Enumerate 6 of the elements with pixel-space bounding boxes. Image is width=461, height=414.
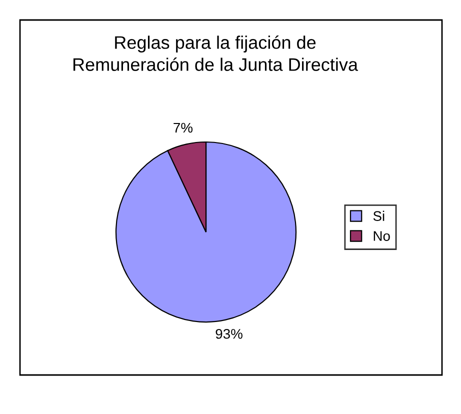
legend-label: Si	[373, 210, 384, 221]
data-label: 93%	[216, 328, 242, 339]
pie-slice	[115, 141, 297, 323]
data-label: 7%	[174, 122, 193, 133]
legend-label: No	[374, 231, 390, 241]
chart-title: Reglas para la fijación de Remuneración de la Junta Directiva	[73, 35, 358, 71]
